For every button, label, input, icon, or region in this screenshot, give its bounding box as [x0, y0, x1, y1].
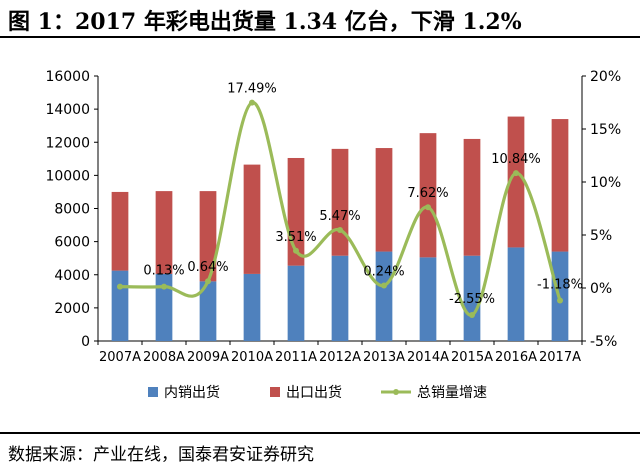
x-tick-label: 2014A [407, 350, 449, 365]
growth-point [337, 227, 343, 234]
y-left-tick-label: 16000 [45, 69, 90, 85]
growth-point [249, 99, 255, 106]
y-left-tick-label: 2000 [54, 301, 90, 317]
y-left-tick-label: 10000 [45, 168, 90, 184]
growth-data-label: 5.47% [319, 209, 360, 224]
y-left-tick-label: 6000 [54, 235, 90, 251]
growth-data-label: 7.62% [407, 186, 448, 201]
figure-title: 图 1：2017 年彩电出货量 1.34 亿台，下滑 1.2% [8, 9, 522, 35]
x-tick-label: 2010A [231, 350, 273, 365]
growth-point [293, 247, 299, 254]
growth-point [205, 278, 211, 285]
growth-data-label: 10.84% [491, 152, 541, 167]
y-left-tick-label: 0 [81, 334, 90, 350]
x-tick-label: 2009A [187, 350, 229, 365]
bar-export [331, 148, 349, 256]
bar-domestic [375, 251, 393, 341]
x-tick-label: 2011A [275, 350, 317, 365]
growth-point [469, 312, 475, 319]
x-tick-label: 2008A [143, 350, 185, 365]
x-tick-label: 2007A [99, 350, 141, 365]
x-tick-label: 2016A [495, 350, 537, 365]
legend-item-export: 出口出货 [286, 384, 342, 401]
chart: 0 2000 4000 6000 8000 10000 12000 14000 16000 -5%… [45, 69, 621, 401]
growth-data-label: 0.13% [143, 264, 184, 279]
bar-domestic [507, 247, 525, 341]
bar-export [419, 133, 437, 258]
bar-domestic [419, 257, 437, 341]
y-left-tick-label: 12000 [45, 135, 90, 151]
bar-domestic [199, 281, 217, 341]
x-tick-label: 2012A [319, 350, 361, 365]
growth-point [513, 170, 519, 177]
bar-export [199, 191, 217, 282]
x-tick-label: 2015A [451, 350, 493, 365]
growth-point [161, 283, 167, 290]
bar-domestic [463, 255, 481, 341]
growth-data-label: -1.18% [537, 278, 583, 293]
y-right-tick-label: 20% [590, 69, 621, 85]
growth-point [425, 204, 431, 211]
x-tick-label: 2017A [539, 350, 581, 365]
bar-export [375, 148, 393, 252]
y-right-tick-label: 0% [590, 281, 612, 297]
source-rule [0, 432, 640, 434]
title-rule [0, 36, 640, 38]
growth-point [557, 297, 563, 304]
y-right-tick-label: 5% [590, 228, 612, 244]
growth-data-label: -2.55% [449, 292, 495, 307]
y-right-tick-label: 15% [590, 122, 621, 138]
y-left-tick-label: 8000 [54, 202, 90, 218]
bar-domestic [243, 273, 261, 341]
y-right-tick-label: 10% [590, 175, 621, 191]
growth-data-label: 0.64% [187, 260, 228, 275]
growth-point [381, 282, 387, 289]
growth-data-label: 0.24% [363, 264, 404, 279]
bar-export [463, 138, 481, 256]
bar-export [155, 191, 173, 274]
bar-domestic [331, 255, 349, 341]
growth-point [117, 283, 123, 290]
bar-export [507, 116, 525, 248]
growth-data-label: 17.49% [227, 82, 277, 97]
bar-domestic [111, 270, 129, 341]
y-left-tick-label: 14000 [45, 102, 90, 118]
bar-export [243, 164, 261, 274]
legend-item-export-swatch [270, 387, 280, 397]
legend-item-domestic: 内销出货 [164, 384, 220, 401]
y-right-tick-label: -5% [590, 334, 617, 350]
figure-source: 数据来源：产业在线，国泰君安证券研究 [8, 445, 314, 465]
growth-data-label: 3.51% [275, 230, 316, 245]
bar-export [111, 191, 129, 271]
bar-domestic [287, 265, 305, 341]
bar-domestic [155, 273, 173, 341]
y-left-tick-label: 4000 [54, 268, 90, 284]
legend-item-domestic-swatch [148, 387, 158, 397]
legend-item-growth: 总销量增速 [417, 385, 487, 401]
legend-item-growth-marker [393, 389, 399, 395]
bar-export [551, 119, 569, 252]
x-tick-label: 2013A [363, 350, 405, 365]
